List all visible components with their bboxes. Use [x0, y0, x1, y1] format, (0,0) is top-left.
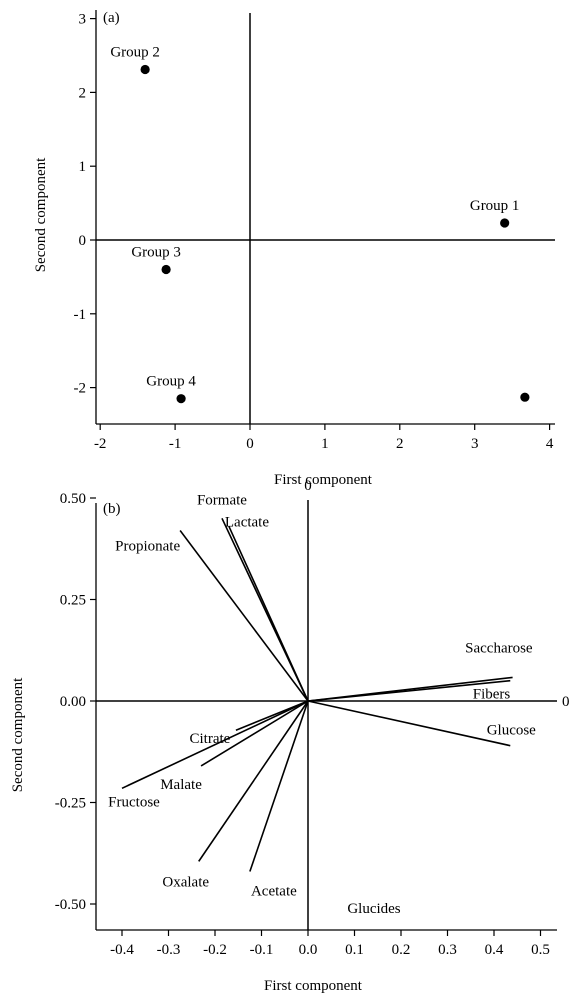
- panel-b-vector-label: Saccharose: [465, 640, 533, 656]
- panel-b-x-tick-label: 0.5: [531, 942, 550, 958]
- panel-b-x-tick-label: 0.3: [438, 942, 457, 958]
- panel-a-point-label: Group 3: [131, 245, 181, 261]
- panel-b-label: (b): [103, 501, 121, 517]
- panel-b-loading-vector: [307, 700, 511, 747]
- panel-a-y-tick-label: -2: [74, 381, 87, 397]
- panel-b-vector-label: Glucides: [347, 901, 400, 917]
- panel-a-x-tick-label: -1: [169, 436, 182, 452]
- panel-a-point-label: Group 1: [470, 198, 520, 214]
- panel-b-y-tick-label: 0.50: [60, 491, 86, 507]
- panel-b-y-tick-label: -0.25: [55, 796, 86, 812]
- panel-a-point: [140, 64, 150, 75]
- panel-a-y-tick-label: -1: [74, 307, 87, 323]
- panel-a-point: [161, 264, 171, 275]
- panel-b-vector-label: Fructose: [108, 794, 160, 810]
- panel-b-loading-vector: [228, 526, 309, 702]
- panel-b-x-axis-title: First component: [264, 978, 363, 994]
- panel-a-y-axis-title: Second component: [33, 157, 49, 272]
- panel-b-loadings-plot: (b) 0 0 -0.4 -0.3 -0.2 -0.1 0.0 0.1 0.2 0.3 0.4 0.5…: [10, 478, 570, 994]
- panel-b-x-tick-label: -0.3: [157, 942, 181, 958]
- panel-b-x-tick-label: -0.1: [250, 942, 274, 958]
- panel-a-axes: -2 -1 0 1 2 3 4 3 2 1 0 -1 -2: [74, 10, 555, 452]
- panel-a-point: [520, 392, 530, 402]
- panel-b-zero-label-top: 0: [304, 478, 312, 494]
- panel-b-y-tick-label: -0.50: [55, 897, 86, 913]
- panel-b-y-axis-title: Second component: [10, 677, 26, 792]
- panel-b-x-tick-label: 0.4: [485, 942, 504, 958]
- panel-a-x-tick-label: 2: [396, 436, 404, 452]
- panel-a-x-axis-title: First component: [274, 472, 373, 488]
- panel-a-x-tick-label: 1: [321, 436, 329, 452]
- panel-b-loading-vector: [200, 700, 309, 767]
- panel-b-vector-label: Acetate: [251, 884, 297, 900]
- panel-b-axes: 0 0 -0.4 -0.3 -0.2 -0.1 0.0 0.1 0.2 0.3 0.4 0.5 0.50…: [55, 478, 570, 958]
- panel-b-vector-label: Citrate: [190, 731, 231, 747]
- panel-b-vectors: Formate Lactate Propionate Saccharose Fibers…: [108, 492, 536, 917]
- panel-a-y-tick-label: 1: [79, 159, 87, 175]
- panel-a-x-tick-label: 0: [246, 436, 254, 452]
- panel-a-point: [176, 394, 186, 404]
- panel-a-points: Group 1 Group 2 Group 3 Group 4: [110, 45, 530, 404]
- panel-b-x-tick-label: 0.2: [392, 942, 411, 958]
- panel-b-vector-label: Formate: [197, 492, 247, 508]
- panel-b-x-tick-label: -0.4: [110, 942, 134, 958]
- panel-a-x-tick-label: -2: [94, 436, 107, 452]
- panel-b-zero-label-right: 0: [562, 694, 570, 710]
- panel-b-vector-label: Fibers: [473, 687, 511, 703]
- panel-a-y-tick-label: 0: [79, 233, 87, 249]
- panel-a-point-label: Group 2: [110, 45, 160, 61]
- panel-b-vector-label: Malate: [160, 777, 202, 793]
- panel-a-label: (a): [103, 10, 120, 26]
- panel-b-loading-vector: [121, 700, 309, 790]
- panel-b-vector-label: Lactate: [225, 514, 269, 530]
- panel-a-x-tick-label: 4: [546, 436, 554, 452]
- panel-a-y-tick-label: 2: [79, 85, 87, 101]
- panel-b-loading-vector: [249, 700, 309, 872]
- panel-b-vector-label: Glucose: [487, 723, 536, 739]
- panel-a-y-tick-label: 3: [79, 12, 87, 28]
- panel-b-x-tick-label: 0.1: [345, 942, 364, 958]
- panel-b-x-tick-label: -0.2: [203, 942, 227, 958]
- panel-b-x-tick-label: 0.0: [299, 942, 318, 958]
- panel-b-loading-vector: [179, 530, 309, 702]
- panel-a-point: [500, 218, 510, 228]
- panel-b-vector-label: Propionate: [115, 538, 180, 554]
- panel-b-y-tick-label: 0.00: [60, 694, 86, 710]
- panel-b-loading-vector: [307, 679, 511, 702]
- panel-a-x-tick-label: 3: [471, 436, 479, 452]
- panel-b-y-tick-label: 0.25: [60, 593, 86, 609]
- panel-b-loading-vector: [198, 700, 309, 862]
- panel-b-vector-label: Oxalate: [162, 874, 209, 890]
- panel-a-point-label: Group 4: [146, 374, 196, 390]
